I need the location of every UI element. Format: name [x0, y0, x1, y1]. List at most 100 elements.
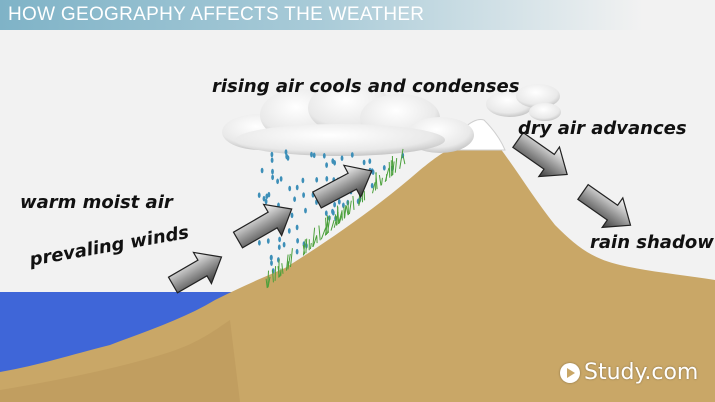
- rain-drop: [312, 152, 316, 159]
- page-title: HOW GEOGRAPHY AFFECTS THE WEATHER: [8, 4, 425, 25]
- grass-blade: [302, 239, 306, 256]
- wind-arrow-2: [232, 203, 293, 249]
- rain-drop: [270, 157, 274, 163]
- rain-drop: [296, 238, 299, 244]
- rain-drop: [269, 254, 273, 261]
- rain-drop: [288, 185, 292, 192]
- grass-blade: [290, 248, 293, 268]
- grass-blade: [334, 214, 338, 226]
- rain-drop: [257, 192, 261, 198]
- dry-arrow-1: [512, 131, 568, 178]
- rain-drop: [325, 162, 328, 168]
- grass: [265, 148, 406, 289]
- label-dry-air: dry air advances: [518, 118, 687, 139]
- study-logo: Study.com: [560, 360, 698, 385]
- grass-blade: [281, 263, 284, 274]
- wind-arrow-3: [311, 164, 373, 209]
- rain-drop: [322, 153, 326, 159]
- grass-blade: [348, 200, 352, 215]
- rain-drop: [333, 201, 336, 208]
- rain-drop: [290, 212, 294, 219]
- rain-drop: [340, 155, 344, 161]
- grass-blade: [320, 228, 326, 240]
- grass-blade: [344, 206, 347, 219]
- rain-drop: [362, 159, 366, 166]
- grass-blade: [372, 182, 376, 194]
- rain-drop: [350, 152, 354, 158]
- rain-drop: [368, 158, 372, 164]
- rain-drop: [279, 176, 283, 182]
- grass-blade: [325, 217, 327, 235]
- grass-blade: [375, 172, 377, 191]
- grass-blade: [318, 225, 321, 241]
- rain-drop: [337, 199, 341, 205]
- grass-blade: [272, 269, 274, 283]
- rain-drop: [277, 244, 281, 250]
- rain-drop: [270, 260, 273, 266]
- grass-blade: [394, 158, 398, 173]
- rain-drop: [264, 198, 268, 205]
- grass-blade: [378, 175, 382, 186]
- rain-drop: [310, 151, 313, 158]
- grass-blade: [267, 270, 269, 288]
- mountain-shade: [0, 320, 240, 402]
- grass-blade: [352, 195, 355, 210]
- grass-blade: [399, 148, 404, 169]
- grass-blade: [326, 215, 329, 233]
- rain-drop: [315, 177, 319, 183]
- rain-drop: [285, 153, 289, 160]
- grass-blade: [285, 254, 289, 271]
- rain-drop: [302, 192, 305, 198]
- rain-drop: [301, 177, 305, 184]
- small-cloud: [486, 84, 561, 121]
- wind-arrow-1: [167, 251, 223, 294]
- grass-blade: [337, 205, 340, 224]
- rain-drop: [304, 207, 307, 214]
- label-rain-shadow: rain shadow: [590, 232, 714, 253]
- rain-drop: [260, 167, 264, 174]
- rain-drop: [267, 191, 271, 198]
- rain-drop: [276, 178, 279, 185]
- mountain: [0, 148, 715, 402]
- grass-blade: [388, 161, 391, 178]
- label-rising-air: rising air cools and condenses: [212, 76, 520, 97]
- grass-blade: [277, 266, 280, 278]
- rain-drop: [325, 176, 329, 182]
- grass-blade: [402, 155, 406, 165]
- rain-drop: [284, 149, 288, 155]
- wind-arrows: [167, 131, 632, 294]
- rain-drop: [371, 169, 375, 175]
- rain-drop: [295, 184, 299, 191]
- rain-drop: [287, 228, 291, 234]
- rain-drop: [282, 241, 286, 248]
- grass-blade: [381, 177, 383, 186]
- rain-drop: [278, 236, 281, 243]
- rain-drop: [324, 210, 328, 216]
- logo-text: Study.com: [584, 360, 699, 385]
- rain-drop: [262, 195, 266, 202]
- dry-arrow-2: [577, 183, 632, 229]
- rain-drop: [265, 193, 269, 200]
- rain-drop: [258, 240, 261, 246]
- grass-blade: [391, 161, 395, 176]
- main-cloud: [222, 82, 474, 156]
- rain-drop: [293, 196, 296, 202]
- grass-blade: [309, 243, 312, 250]
- rain-drop: [271, 168, 274, 175]
- rain-drop: [370, 182, 374, 189]
- label-warm-moist-air: warm moist air: [20, 192, 173, 213]
- grass-blade: [345, 205, 349, 216]
- grass-blade: [305, 238, 308, 254]
- rain-drop: [295, 248, 299, 255]
- rain-drop: [295, 224, 299, 231]
- rain-drop: [331, 158, 335, 164]
- play-icon: [560, 362, 580, 383]
- rain-drop: [331, 208, 334, 215]
- grass-blade: [312, 227, 316, 248]
- grass-blade: [312, 235, 318, 247]
- rain-drop: [270, 151, 274, 158]
- grass-blade: [338, 213, 343, 224]
- rain-drop: [382, 165, 386, 171]
- rain-drop: [266, 238, 270, 244]
